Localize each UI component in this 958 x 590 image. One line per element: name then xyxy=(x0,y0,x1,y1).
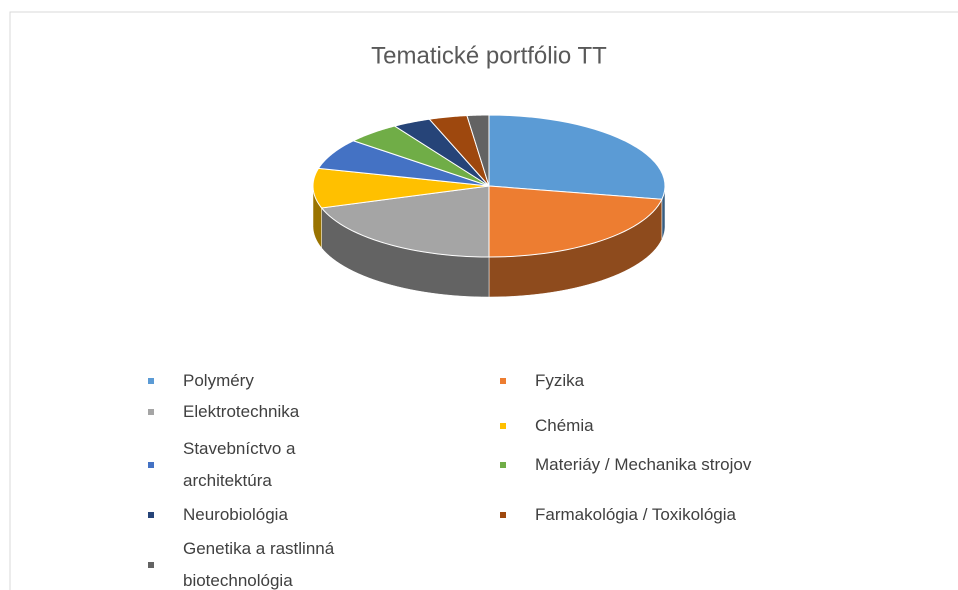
legend-swatch xyxy=(500,512,506,518)
chart-frame xyxy=(9,11,958,590)
legend-swatch xyxy=(148,462,154,468)
legend-item: Elektrotechnika xyxy=(148,396,358,428)
legend-item: Stavebníctvo a architektúra xyxy=(148,433,358,497)
slice xyxy=(352,125,490,187)
slice xyxy=(312,167,490,209)
slice xyxy=(488,185,663,258)
legend-label: Stavebníctvo a architektúra xyxy=(183,439,296,490)
slice xyxy=(428,115,490,187)
slice xyxy=(393,118,490,187)
legend-label: Farmakológia / Toxikológia xyxy=(535,505,736,524)
legend-label: Chémia xyxy=(535,416,594,435)
legend-label: Neurobiológia xyxy=(183,505,288,524)
legend-item: Polyméry xyxy=(148,365,358,397)
legend-item: Chémia xyxy=(500,410,855,442)
legend-swatch xyxy=(148,409,154,415)
legend-swatch xyxy=(148,512,154,518)
legend-item: Neurobiológia xyxy=(148,499,358,531)
legend-swatch xyxy=(500,378,506,384)
slice xyxy=(466,114,490,187)
chart-title: Tematické portfólio TT xyxy=(371,42,607,69)
legend-swatch xyxy=(500,423,506,429)
legend-label: Elektrotechnika xyxy=(183,402,300,421)
legend-item: Genetika a rastlinná biotechnológia xyxy=(148,533,358,590)
legend-item: Fyzika xyxy=(500,365,855,397)
slice xyxy=(317,140,490,187)
legend-label: Materiáy / Mechanika strojov xyxy=(535,455,752,474)
legend-item: Farmakológia / Toxikológia xyxy=(500,499,855,531)
slice xyxy=(320,185,490,258)
legend-label: Fyzika xyxy=(535,371,585,390)
slice xyxy=(488,114,666,200)
legend-swatch xyxy=(148,378,154,384)
legend-swatch xyxy=(148,562,154,568)
legend-swatch xyxy=(500,462,506,468)
legend-item: Materiáy / Mechanika strojov xyxy=(500,449,855,481)
legend-label: Genetika a rastlinná biotechnológia xyxy=(183,539,335,590)
legend-label: Polyméry xyxy=(183,371,254,390)
